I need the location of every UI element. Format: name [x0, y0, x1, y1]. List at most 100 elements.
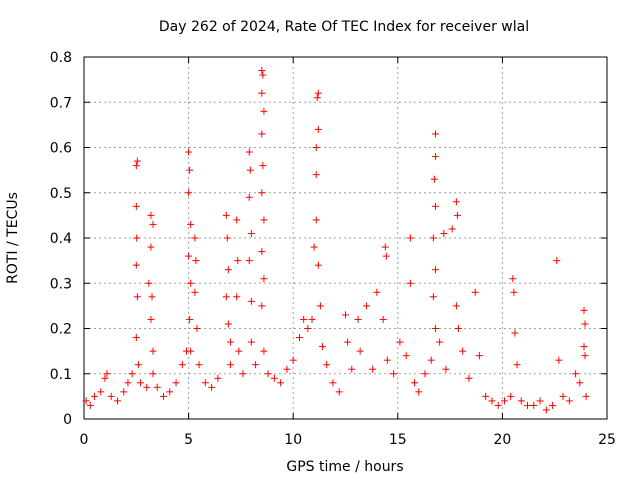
data-point — [329, 379, 337, 387]
data-point — [149, 370, 157, 378]
data-point — [149, 347, 157, 355]
data-point — [193, 325, 201, 332]
data-point — [381, 243, 389, 251]
x-tick-label: 0 — [80, 432, 89, 448]
chart-title: Day 262 of 2024, Rate Of TEC Index for r… — [159, 19, 529, 35]
data-point — [524, 401, 532, 409]
data-point — [431, 266, 439, 274]
data-point — [379, 315, 387, 323]
data-point — [172, 379, 180, 387]
data-point — [113, 397, 121, 405]
data-point — [507, 392, 515, 400]
data-point — [260, 107, 268, 115]
data-point — [494, 401, 502, 409]
y-tick-label: 0.1 — [50, 367, 72, 383]
x-tick-label: 20 — [493, 432, 511, 448]
data-point — [555, 356, 563, 364]
data-point — [344, 338, 352, 346]
data-point — [132, 261, 140, 269]
data-point — [576, 379, 584, 387]
data-point — [308, 315, 316, 323]
data-point — [82, 397, 90, 405]
data-point — [572, 370, 580, 378]
data-point — [191, 234, 199, 242]
data-point — [147, 315, 155, 323]
data-point — [431, 153, 439, 161]
x-tick-label: 10 — [284, 432, 302, 448]
x-axis-label: GPS time / hours — [286, 459, 403, 475]
data-point — [148, 293, 156, 301]
data-point — [214, 374, 222, 382]
data-point — [208, 383, 216, 391]
x-tick-label: 25 — [598, 432, 616, 448]
data-point — [436, 338, 444, 346]
y-tick-label: 0.6 — [50, 141, 72, 157]
data-point — [448, 225, 456, 233]
data-point — [565, 397, 573, 405]
data-point — [509, 275, 517, 283]
data-point — [143, 383, 151, 391]
data-point — [260, 216, 268, 224]
data-point — [559, 392, 567, 400]
data-point — [132, 162, 140, 170]
data-point — [187, 279, 195, 287]
data-point — [191, 288, 199, 296]
data-points — [82, 67, 590, 414]
grid — [84, 57, 607, 419]
data-point — [201, 379, 209, 387]
data-point — [581, 320, 589, 328]
data-point — [226, 361, 234, 369]
data-point — [431, 130, 439, 138]
data-point — [295, 334, 303, 342]
data-point — [452, 302, 460, 310]
data-point — [453, 211, 461, 219]
x-tick-label: 5 — [184, 432, 193, 448]
data-point — [258, 248, 266, 256]
data-point — [195, 361, 203, 369]
data-point — [314, 125, 322, 133]
data-point — [260, 275, 268, 283]
y-axis-label: ROTI / TECUs — [5, 192, 21, 284]
data-point — [103, 370, 111, 378]
data-point — [314, 261, 322, 269]
data-point — [128, 370, 136, 378]
data-point — [452, 198, 460, 206]
data-point — [258, 67, 266, 75]
data-point — [289, 356, 297, 364]
data-point — [224, 266, 232, 274]
data-point — [226, 338, 234, 346]
data-point — [264, 370, 272, 378]
data-point — [258, 89, 266, 97]
data-point — [427, 356, 435, 364]
y-tick-label: 0.2 — [50, 322, 72, 338]
data-point — [549, 401, 557, 409]
data-point — [390, 370, 398, 378]
data-point — [185, 189, 193, 197]
data-point — [222, 293, 230, 301]
data-point — [542, 406, 550, 414]
data-point — [581, 352, 589, 360]
data-point — [132, 202, 140, 210]
data-point — [186, 315, 194, 323]
data-point — [145, 279, 153, 287]
data-point — [335, 388, 343, 396]
data-point — [258, 130, 266, 138]
data-point — [187, 347, 195, 355]
data-point — [318, 343, 326, 351]
data-point — [224, 320, 232, 328]
data-point — [132, 334, 140, 342]
data-point — [283, 365, 291, 373]
data-point — [187, 220, 195, 228]
data-point — [580, 343, 588, 351]
data-point — [245, 148, 253, 156]
data-point — [86, 401, 94, 409]
data-point — [239, 370, 247, 378]
data-point — [166, 388, 174, 396]
data-point — [362, 302, 370, 310]
data-point — [259, 162, 267, 170]
data-point — [356, 347, 364, 355]
data-point — [312, 144, 320, 151]
data-point — [475, 352, 483, 360]
data-point — [411, 379, 419, 387]
data-point — [442, 365, 450, 373]
